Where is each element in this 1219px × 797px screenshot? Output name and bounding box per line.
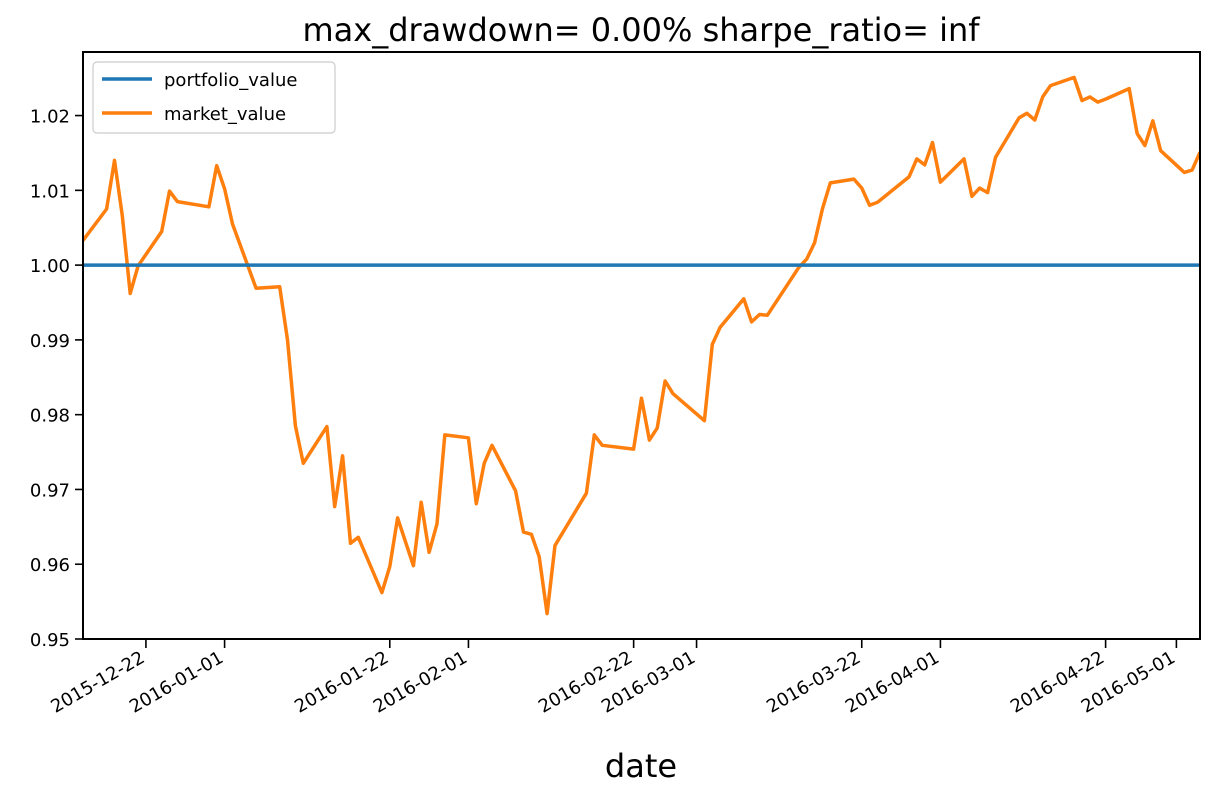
legend-label-market-value: market_value [164,104,286,125]
y-axis: 0.95 0.96 0.97 0.98 0.99 1.00 1.01 1.02 [30,107,83,651]
y-tick-label: 0.96 [30,555,70,576]
x-axis-label: date [605,747,677,785]
legend-label-portfolio-value: portfolio_value [164,70,297,91]
y-tick-label: 0.95 [30,630,70,651]
y-tick-label: 1.02 [30,107,70,128]
legend-box [92,61,336,134]
y-tick-label: 1.00 [30,256,70,277]
chart-title: max_drawdown= 0.00% sharpe_ratio= inf [302,11,980,49]
series-layer [83,75,1200,616]
plot-frame [82,51,1201,640]
series-line-market-value [83,75,1200,616]
y-tick-label: 0.97 [30,480,70,501]
y-tick-label: 0.98 [30,406,70,427]
y-tick-label: 0.99 [30,331,70,352]
legend: portfolio_value market_value [92,61,336,134]
y-tick-label: 1.01 [30,181,70,202]
